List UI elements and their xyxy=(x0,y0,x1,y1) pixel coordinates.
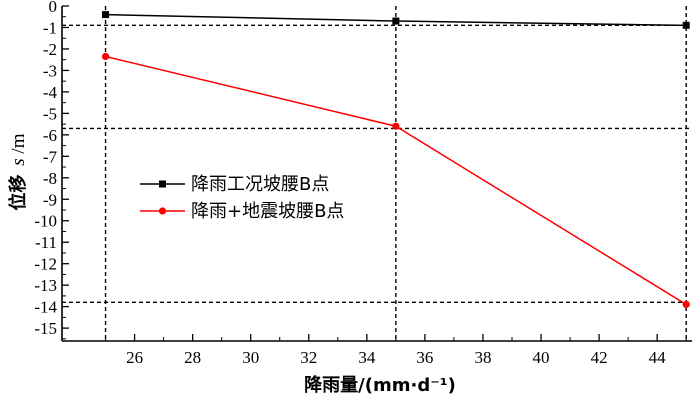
data-point-circle xyxy=(682,300,690,309)
data-point-circle xyxy=(101,52,110,61)
x-tick-label: 44 xyxy=(649,348,667,367)
y-tick-label: 0 xyxy=(49,0,58,16)
y-tick-label: -13 xyxy=(34,276,57,295)
y-tick-label: -11 xyxy=(35,233,57,252)
legend-label: 降雨+地震坡腰B点 xyxy=(191,201,344,222)
x-axis-title: 降雨量/(mm·d⁻¹) xyxy=(304,374,456,396)
data-point-circle xyxy=(392,122,400,130)
legend-label: 降雨工况坡腰B点 xyxy=(191,174,329,195)
y-tick-label: -3 xyxy=(43,61,57,80)
reference-lines xyxy=(62,6,692,341)
y-axis-title-unit: /m xyxy=(8,133,29,153)
x-tick-label: 40 xyxy=(533,348,550,367)
data-point-square xyxy=(102,11,110,19)
y-tick-label: -10 xyxy=(34,212,57,231)
x-tick-label: 36 xyxy=(416,348,433,367)
legend-marker-circle xyxy=(158,207,167,215)
data-point-square xyxy=(392,17,400,25)
y-tick-label: -1 xyxy=(43,18,57,37)
y-tick-label: -7 xyxy=(43,147,58,166)
x-tick-label: 26 xyxy=(126,348,143,367)
x-tick-label: 28 xyxy=(184,348,201,367)
x-tick-label: 30 xyxy=(242,348,259,367)
y-tick-label: -5 xyxy=(43,104,57,123)
y-axis-title-cjk: 位移 xyxy=(7,174,29,210)
x-tick-label: 34 xyxy=(358,348,376,367)
y-tick-label: -15 xyxy=(34,319,57,338)
series-layer xyxy=(101,11,690,309)
y-tick-label: -12 xyxy=(34,255,57,274)
x-tick-label: 42 xyxy=(591,348,608,367)
y-tick-label: -8 xyxy=(43,169,57,188)
y-tick-label: -9 xyxy=(43,190,57,209)
y-axis-title-var: s xyxy=(8,158,29,165)
y-axis-title: 位移 s /m xyxy=(7,133,29,210)
y-tick-label: -14 xyxy=(34,298,57,317)
data-point-square xyxy=(682,21,690,29)
y-tick-label: -6 xyxy=(43,126,57,145)
legend-marker-square xyxy=(159,180,166,188)
x-tick-label: 38 xyxy=(474,348,491,367)
y-tick-label: -2 xyxy=(43,40,57,59)
axes: 0 -1 -2 -3 -4 -5 -6 -7 -8 -9 -10 -11 -12 -13 -14 -15 26 2… xyxy=(34,0,692,367)
x-tick-label: 32 xyxy=(300,348,317,367)
y-tick-label: -4 xyxy=(43,83,58,102)
